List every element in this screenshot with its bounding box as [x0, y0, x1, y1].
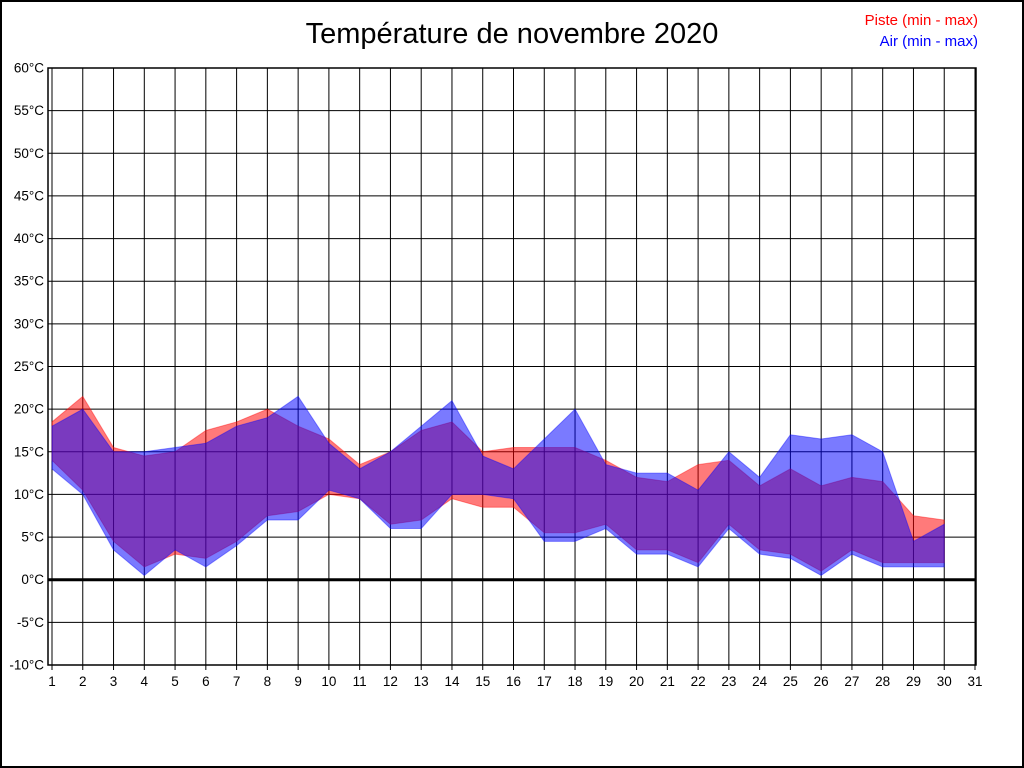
- y-tick-label: 55°C: [14, 103, 44, 118]
- x-tick-label: 24: [752, 674, 768, 689]
- y-tick-label: 40°C: [14, 231, 44, 246]
- x-tick-label: 23: [721, 674, 736, 689]
- x-tick-label: 19: [598, 674, 613, 689]
- y-tick-label: 5°C: [21, 530, 44, 545]
- legend-entry-air: Air (min - max): [879, 33, 978, 50]
- y-tick-label: 15°C: [14, 444, 44, 459]
- x-tick-label: 21: [660, 674, 675, 689]
- y-tick-label: 50°C: [14, 146, 44, 161]
- x-tick-label: 4: [141, 674, 149, 689]
- x-tick-label: 17: [537, 674, 552, 689]
- x-tick-label: 5: [171, 674, 179, 689]
- x-tick-label: 15: [475, 674, 490, 689]
- x-tick-label: 28: [875, 674, 890, 689]
- x-tick-label: 3: [110, 674, 118, 689]
- y-tick-label: -10°C: [9, 658, 44, 673]
- x-tick-label: 26: [814, 674, 829, 689]
- y-tick-label: -5°C: [17, 615, 44, 630]
- y-tick-label: 20°C: [14, 402, 44, 417]
- x-tick-label: 29: [906, 674, 921, 689]
- y-tick-label: 35°C: [14, 274, 44, 289]
- x-tick-label: 9: [294, 674, 302, 689]
- plot-border: [47, 67, 977, 666]
- legend: Piste (min - max) Air (min - max): [865, 10, 978, 52]
- x-tick-label: 18: [568, 674, 583, 689]
- x-tick-label: 31: [967, 674, 982, 689]
- y-tick-label: 25°C: [14, 359, 44, 374]
- x-tick-label: 16: [506, 674, 521, 689]
- y-tick-label: 45°C: [14, 188, 44, 203]
- x-tick-label: 11: [353, 674, 367, 689]
- y-tick-label: 60°C: [14, 61, 44, 76]
- chart-title: Température de novembre 2020: [305, 18, 719, 50]
- legend-entry-piste: Piste (min - max): [864, 12, 978, 29]
- data-bands: [51, 395, 945, 577]
- x-tick-label: 12: [383, 674, 398, 689]
- x-tick-label: 10: [321, 674, 336, 689]
- gridlines: [48, 67, 976, 666]
- x-tick-label: 8: [264, 674, 272, 689]
- x-tick-label: 2: [79, 674, 87, 689]
- x-tick-label: 25: [783, 674, 798, 689]
- y-tick-label: 0°C: [21, 572, 44, 587]
- y-tick-label: 30°C: [14, 316, 44, 331]
- x-tick-label: 22: [691, 674, 706, 689]
- air-range-band: [51, 395, 945, 577]
- y-tick-label: 10°C: [14, 487, 44, 502]
- x-tick-label: 20: [629, 674, 644, 689]
- x-tick-label: 7: [233, 674, 241, 689]
- x-tick-label: 30: [937, 674, 952, 689]
- x-tick-label: 14: [444, 674, 460, 689]
- x-tick-label: 13: [414, 674, 429, 689]
- y-axis-labels: 60°C 55°C 50°C 45°C 40°C 35°C 30°C 25°C 20°C 15°C…: [9, 61, 44, 673]
- x-tick-label: 6: [202, 674, 210, 689]
- x-axis-labels: 1 2 3 4 5 6 7 8 9 10 11 12 13 14 15 16 17 18 19 20 21 22 23 24 2…: [48, 665, 983, 689]
- x-tick-label: 27: [844, 674, 859, 689]
- x-tick-label: 1: [48, 674, 56, 689]
